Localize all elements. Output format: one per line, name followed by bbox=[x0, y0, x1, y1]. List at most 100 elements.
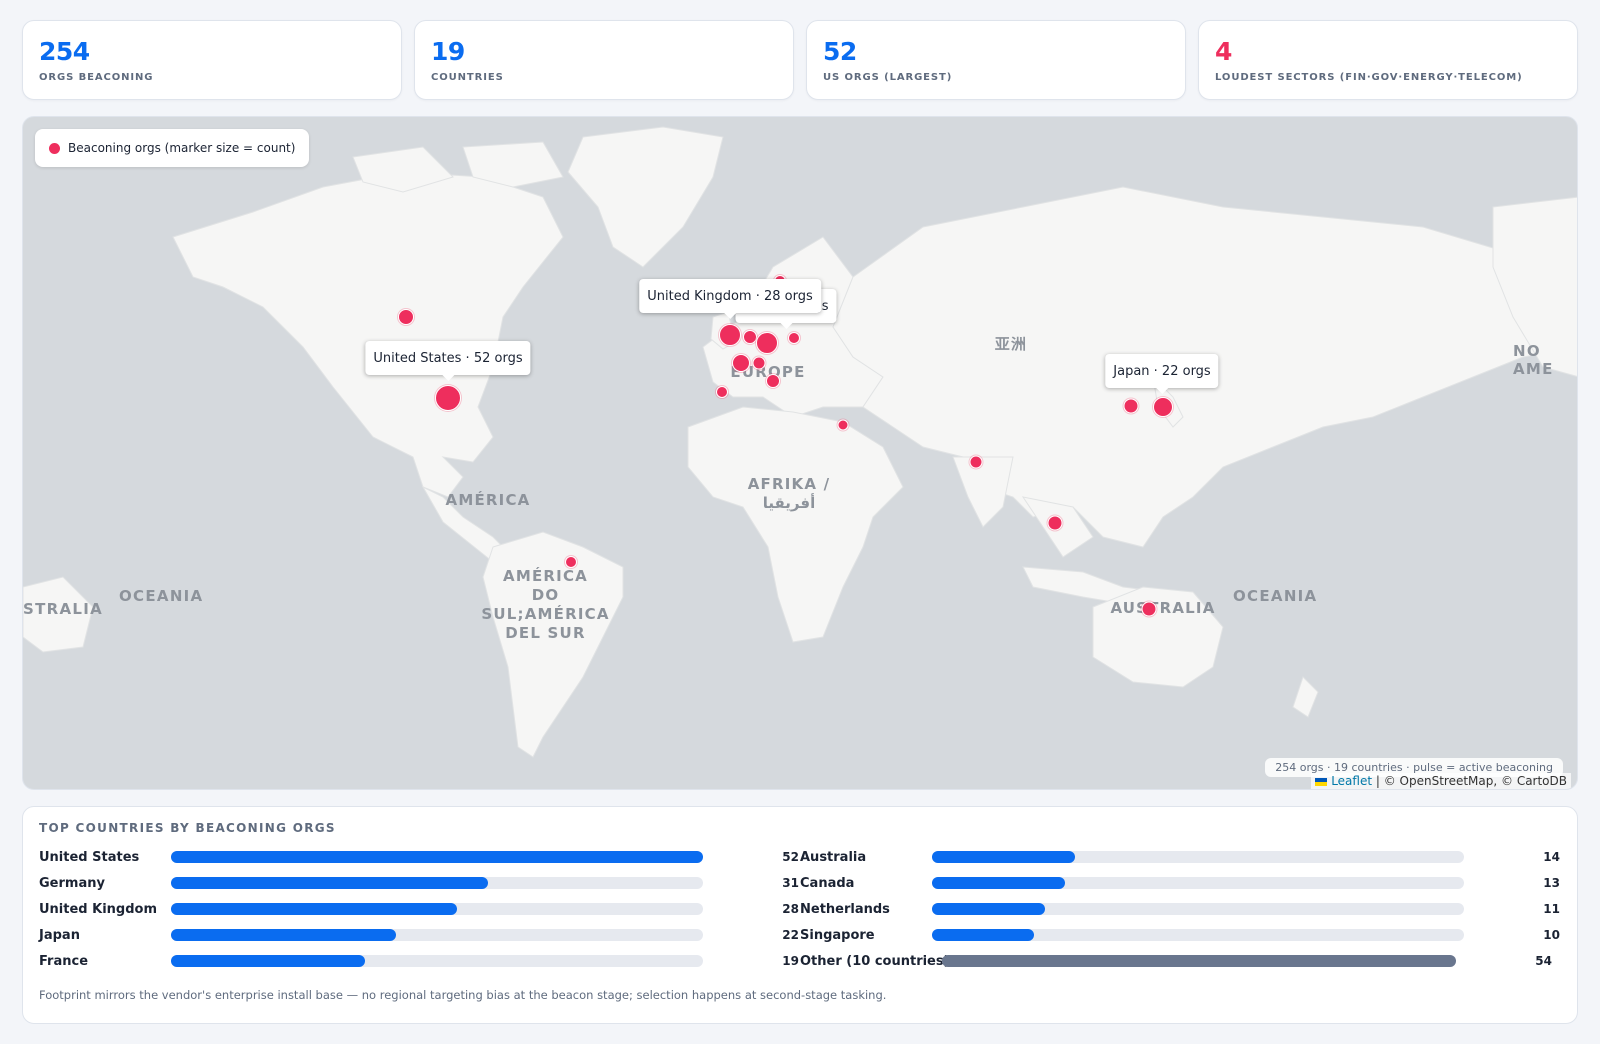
marker-switzerland[interactable] bbox=[752, 356, 766, 370]
bar-track bbox=[942, 955, 1456, 967]
bar-value: 52 bbox=[782, 850, 799, 864]
bar-track bbox=[171, 929, 703, 941]
label-oceania-east: OCEANIA bbox=[1233, 587, 1318, 605]
bar-country-name: Japan bbox=[39, 927, 80, 943]
bar-row: Netherlands 11 bbox=[800, 896, 1561, 922]
label-europe: EUROPE bbox=[730, 363, 806, 381]
marker-israel[interactable] bbox=[837, 419, 849, 431]
bar-value: 11 bbox=[1543, 902, 1560, 916]
kpi-card-us-orgs: 52 US orgs (largest) bbox=[806, 20, 1186, 100]
marker-united-kingdom[interactable] bbox=[719, 324, 741, 346]
bar-column-left: United States 52 Germany 31 United Kingdom 28… bbox=[39, 844, 800, 974]
bar-track bbox=[932, 851, 1464, 863]
marker-germany[interactable] bbox=[756, 332, 778, 354]
world-basemap[interactable] bbox=[23, 117, 1578, 790]
bar-track bbox=[171, 877, 703, 889]
tooltip-text: United Kingdom · 28 orgs bbox=[647, 288, 813, 304]
bar-track bbox=[932, 877, 1464, 889]
bar-value: 31 bbox=[782, 876, 799, 890]
kpi-card-orgs: 254 Orgs beaconing bbox=[22, 20, 402, 100]
bar-row: Japan 22 bbox=[39, 922, 800, 948]
marker-brazil[interactable] bbox=[565, 556, 577, 568]
kpi-label: US orgs (largest) bbox=[823, 72, 953, 83]
footnote: Footprint mirrors the vendor's enterpris… bbox=[39, 988, 887, 1002]
marker-dot-icon bbox=[49, 142, 60, 154]
tooltip-united-kingdom: United Kingdom · 28 orgs bbox=[639, 279, 821, 319]
attribution-text: | © OpenStreetMap, © CartoDB bbox=[1372, 774, 1567, 788]
bar-country-name: Australia bbox=[800, 849, 867, 865]
marker-south-korea[interactable] bbox=[1123, 398, 1139, 414]
bar-fill bbox=[171, 877, 489, 889]
bar-row: France 19 bbox=[39, 948, 800, 974]
kpi-label: Countries bbox=[431, 72, 504, 83]
bar-row: Australia 14 bbox=[800, 844, 1561, 870]
map-status-caption: 254 orgs · 19 countries · pulse = active… bbox=[1265, 758, 1563, 777]
bar-value: 14 bbox=[1543, 850, 1560, 864]
marker-united-states[interactable] bbox=[435, 385, 461, 411]
bar-track bbox=[932, 903, 1464, 915]
bar-fill bbox=[932, 903, 1045, 915]
leaflet-link[interactable]: Leaflet bbox=[1331, 774, 1373, 788]
bar-fill bbox=[171, 929, 397, 941]
bar-value: 10 bbox=[1543, 928, 1560, 942]
bar-track bbox=[171, 955, 703, 967]
bar-fill bbox=[932, 851, 1076, 863]
bar-value: 13 bbox=[1543, 876, 1560, 890]
kpi-value: 254 bbox=[39, 37, 90, 66]
bar-country-name: Canada bbox=[800, 875, 855, 891]
bar-row: Singapore 10 bbox=[800, 922, 1561, 948]
bar-country-name: Germany bbox=[39, 875, 105, 891]
tooltip-text: Japan · 22 orgs bbox=[1113, 363, 1211, 379]
kpi-value: 4 bbox=[1215, 37, 1232, 66]
bar-country-name: Singapore bbox=[800, 927, 875, 943]
bar-row: United Kingdom 28 bbox=[39, 896, 800, 922]
map-legend: Beaconing orgs (marker size = count) bbox=[35, 129, 310, 167]
bar-fill bbox=[942, 955, 1456, 967]
bar-row: Canada 13 bbox=[800, 870, 1561, 896]
bar-fill bbox=[171, 903, 458, 915]
bar-fill bbox=[171, 955, 366, 967]
top-countries-panel: Top countries by beaconing orgs United S… bbox=[22, 806, 1578, 1024]
bar-columns: United States 52 Germany 31 United Kingdom 28… bbox=[39, 844, 1561, 974]
marker-italy[interactable] bbox=[766, 374, 780, 388]
bar-row: United States 52 bbox=[39, 844, 800, 870]
marker-australia[interactable] bbox=[1141, 601, 1157, 617]
bar-row: Germany 31 bbox=[39, 870, 800, 896]
bar-country-name: France bbox=[39, 953, 89, 969]
bar-track bbox=[171, 903, 703, 915]
bar-value: 28 bbox=[782, 902, 799, 916]
marker-japan[interactable] bbox=[1153, 397, 1173, 417]
marker-spain[interactable] bbox=[716, 386, 728, 398]
bar-fill bbox=[932, 877, 1065, 889]
label-south-america: AMÉRICA DO SUL;AMÉRICA DEL SUR bbox=[481, 567, 610, 642]
marker-canada[interactable] bbox=[398, 309, 414, 325]
marker-france[interactable] bbox=[732, 354, 750, 372]
bar-country-name: Other (10 countries) bbox=[800, 953, 950, 969]
kpi-value: 19 bbox=[431, 37, 465, 66]
world-map[interactable]: AMÉRICA AMÉRICA DO SUL;AMÉRICA DEL SUR A… bbox=[22, 116, 1578, 790]
bar-fill bbox=[171, 851, 703, 863]
label-australia-edge: STRALIA bbox=[23, 600, 104, 618]
marker-india[interactable] bbox=[969, 455, 983, 469]
marker-poland[interactable] bbox=[788, 332, 800, 344]
tooltip-united-states: United States · 52 orgs bbox=[365, 341, 531, 381]
bar-country-name: United Kingdom bbox=[39, 901, 158, 917]
tooltip-japan: Japan · 22 orgs bbox=[1105, 354, 1219, 394]
bar-track bbox=[932, 929, 1464, 941]
bar-row: Other (10 countries) 54 bbox=[800, 948, 1561, 974]
bar-fill bbox=[932, 929, 1035, 941]
kpi-card-countries: 19 Countries bbox=[414, 20, 794, 100]
bar-track bbox=[171, 851, 703, 863]
label-north-america-edge: NO AME bbox=[1513, 342, 1554, 378]
bar-value: 19 bbox=[782, 954, 799, 968]
marker-singapore[interactable] bbox=[1047, 515, 1063, 531]
bar-country-name: Netherlands bbox=[800, 901, 890, 917]
kpi-row: 254 Orgs beaconing 19 Countries 52 US or… bbox=[22, 20, 1578, 100]
tooltip-text: United States · 52 orgs bbox=[373, 350, 523, 366]
marker-netherlands[interactable] bbox=[743, 330, 757, 344]
kpi-card-sectors: 4 Loudest sectors (fin·gov·energy·teleco… bbox=[1198, 20, 1578, 100]
legend-text: Beaconing orgs (marker size = count) bbox=[68, 141, 296, 155]
kpi-value: 52 bbox=[823, 37, 857, 66]
label-africa: AFRIKA / أفريقيا bbox=[747, 475, 831, 512]
label-asia: 亚洲 bbox=[994, 335, 1028, 353]
